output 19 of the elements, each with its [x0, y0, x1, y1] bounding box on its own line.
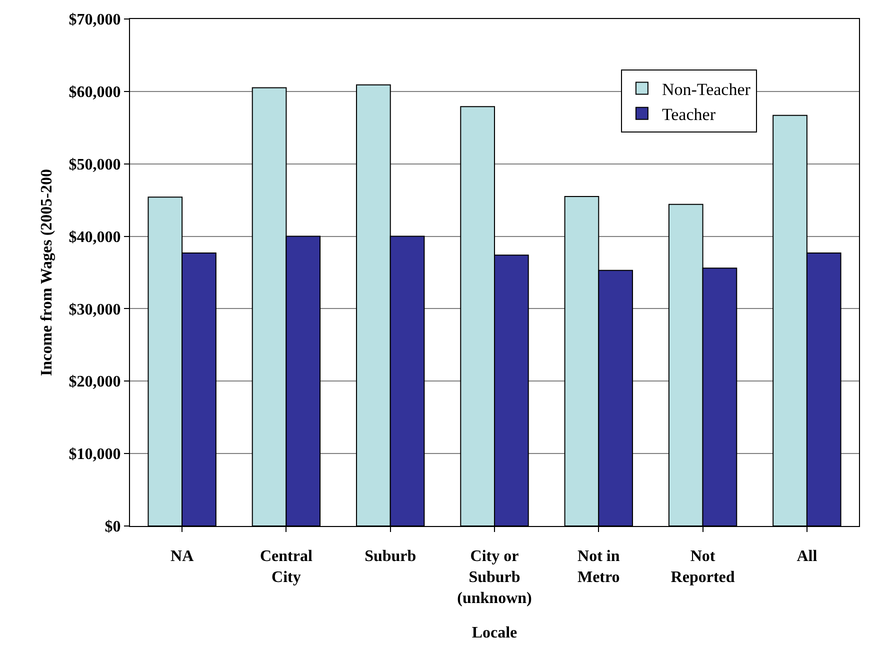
x-tick-label: NA	[170, 548, 194, 566]
x-tick-label: All	[796, 548, 818, 566]
x-axis-title: Locale	[472, 624, 518, 642]
x-tick-label: Not Reported	[670, 548, 735, 586]
y-tick-label: $70,000	[68, 12, 121, 29]
y-tick-label: $10,000	[68, 446, 121, 464]
y-tick-label: $30,000	[68, 301, 121, 318]
legend-label: Non-Teacher	[662, 80, 751, 99]
x-tick-label: Not in Metro	[577, 548, 620, 586]
y-tick-label: $0	[104, 518, 121, 536]
x-tick-label: Central City	[260, 548, 313, 586]
y-tick-label: $20,000	[68, 374, 121, 391]
x-tick-label: City or Suburb (unknown)	[457, 548, 532, 607]
y-tick-label: $40,000	[68, 228, 121, 246]
y-tick-label: $50,000	[68, 156, 121, 174]
y-axis-title: Income from Wages (2005-200	[38, 169, 56, 376]
y-tick-label: $60,000	[68, 84, 121, 102]
legend-label: Teacher	[662, 104, 716, 124]
x-tick-label: Suburb	[364, 548, 416, 566]
